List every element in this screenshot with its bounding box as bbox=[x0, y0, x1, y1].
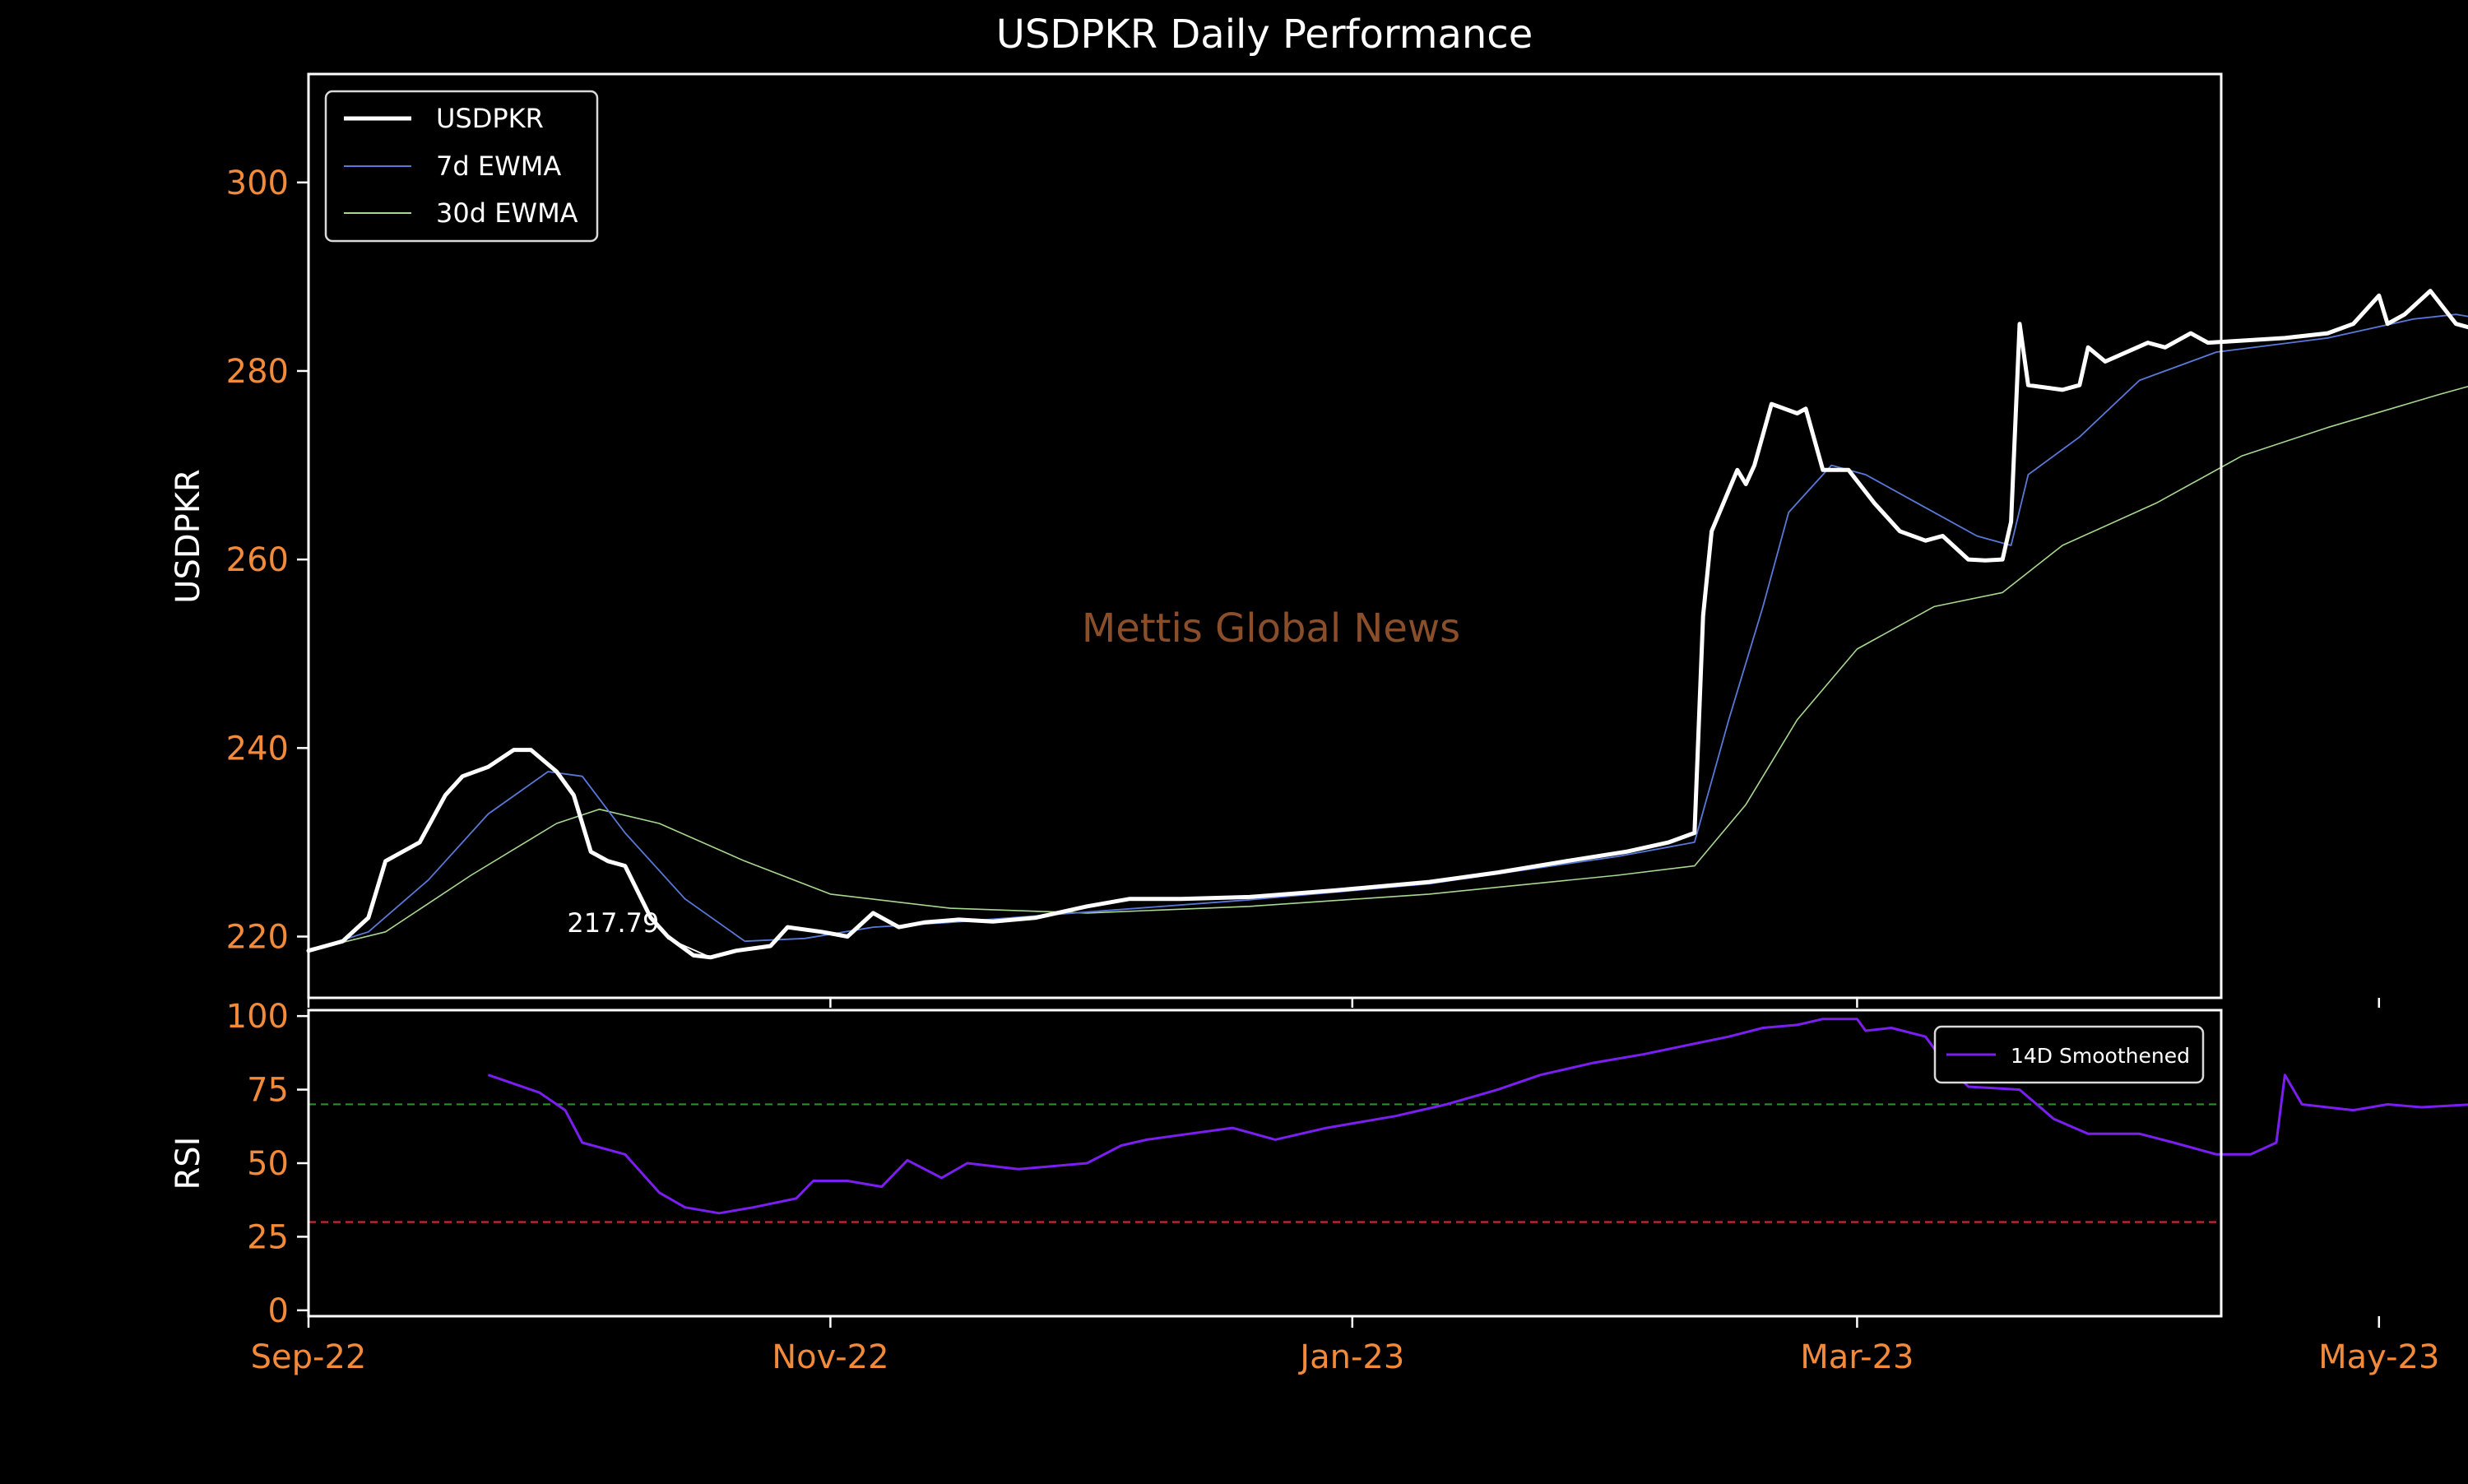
series-line-usdpkr bbox=[306, 289, 2468, 960]
rsi-y-ticks: 0 25 50 75 100 bbox=[226, 998, 308, 1330]
rsi-ytick-label: 25 bbox=[247, 1218, 289, 1256]
watermark: Mettis Global News bbox=[1082, 605, 1460, 652]
xtick-label: Jan-23 bbox=[1297, 1338, 1404, 1376]
xtick-label: Nov-22 bbox=[772, 1338, 888, 1376]
rsi-ytick-label: 50 bbox=[247, 1145, 289, 1183]
rsi-ytick-label: 100 bbox=[226, 998, 289, 1036]
price-ytick-label: 280 bbox=[226, 353, 289, 391]
series-line-30d-ewma bbox=[308, 386, 2468, 952]
xtick-label: Mar-23 bbox=[1800, 1338, 1914, 1376]
rsi-series-group bbox=[487, 1018, 2468, 1215]
series-line-7d-ewma bbox=[308, 313, 2468, 952]
legend-label-7d-ewma: 7d EWMA bbox=[436, 151, 561, 182]
xtick-label: Sep-22 bbox=[251, 1338, 367, 1376]
price-legend: USDPKR 7d EWMA 30d EWMA bbox=[324, 90, 599, 243]
price-legend-box bbox=[324, 90, 599, 243]
legend-label-usdpkr: USDPKR bbox=[436, 103, 544, 134]
series-line-rsi bbox=[487, 1018, 2468, 1215]
rsi-y-axis-label: RSI bbox=[169, 1137, 207, 1190]
price-y-ticks: 220 240 260 280 300 bbox=[226, 165, 308, 957]
rsi-ytick-label: 0 bbox=[268, 1292, 289, 1330]
chart-title: USDPKR Daily Performance bbox=[996, 12, 1533, 58]
price-ytick-label: 220 bbox=[226, 919, 289, 957]
price-ytick-label: 240 bbox=[226, 730, 289, 768]
rsi-ytick-label: 75 bbox=[247, 1072, 289, 1110]
legend-label-rsi: 14D Smoothened bbox=[2011, 1044, 2190, 1068]
xtick-label: May-23 bbox=[2318, 1338, 2439, 1376]
rsi-panel: 0 25 50 75 100 Sep-22 Nov-22 Jan-23 Mar-23 May-2… bbox=[169, 998, 2468, 1376]
annotation-leader-0 bbox=[667, 937, 712, 958]
rsi-x-ticks: Sep-22Nov-22Jan-23Mar-23May-23Jul-23Sep-… bbox=[251, 1316, 2439, 1376]
price-plot-frame bbox=[307, 72, 2223, 999]
price-y-axis-label: USDPKR bbox=[169, 469, 207, 604]
rsi-legend-box bbox=[1933, 1025, 2205, 1084]
rsi-threshold-lines bbox=[308, 1103, 2221, 1223]
rsi-legend: 14D Smoothened bbox=[1933, 1025, 2205, 1084]
price-x-tick-marks bbox=[307, 998, 2381, 1008]
price-annotations: 217.79298.93307.10279.43 bbox=[567, 907, 712, 958]
legend-label-30d-ewma: 30d EWMA bbox=[436, 197, 578, 229]
price-series-group bbox=[306, 289, 2468, 960]
price-panel: Mettis Global News 217.79298.93307.10279… bbox=[169, 72, 2468, 1008]
price-ytick-label: 260 bbox=[226, 541, 289, 579]
annotation-label-0: 217.79 bbox=[567, 907, 659, 939]
price-ytick-label: 300 bbox=[226, 165, 289, 202]
